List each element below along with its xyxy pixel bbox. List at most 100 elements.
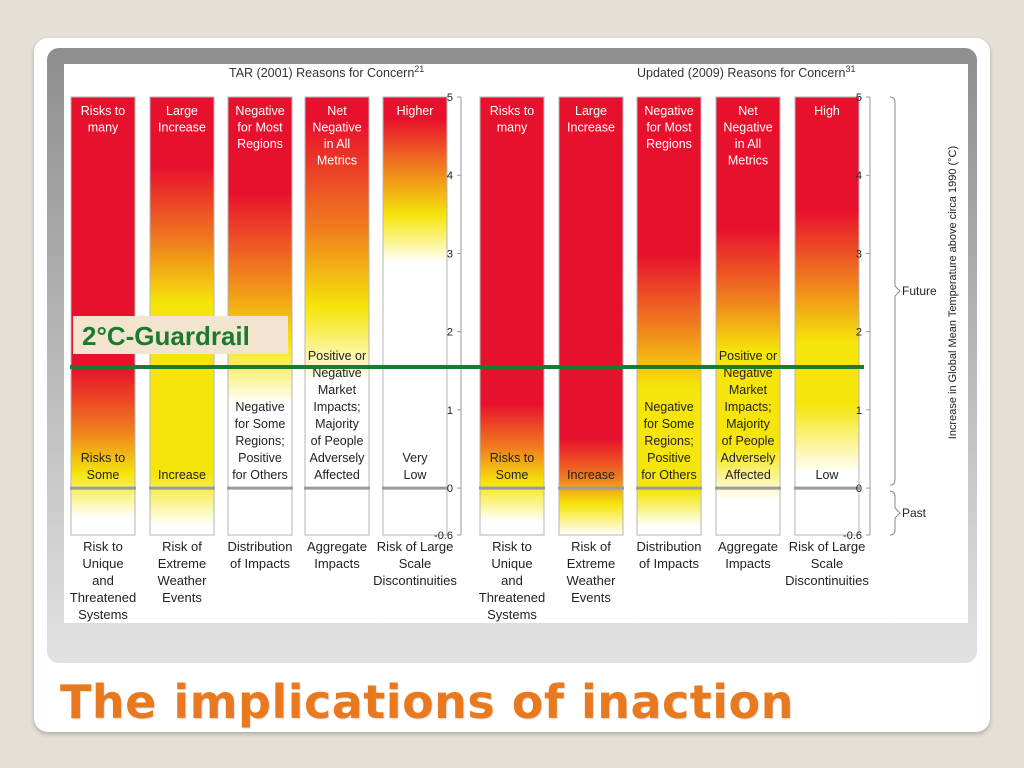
bar-caption-line: Unique (491, 556, 532, 571)
bar-top-label-line: for Most (237, 121, 283, 135)
bar-caption-line: Risk of Large (377, 539, 454, 554)
bar-bottom-label-line: Increase (158, 468, 206, 482)
bar-caption: Aggregate Impacts (307, 539, 367, 571)
future-brace (889, 96, 901, 486)
bar-bottom-label-line: Low (816, 468, 840, 482)
bar-bottom-label-line: Risks to (81, 451, 126, 465)
bar-bottom-label-line: Adversely (310, 451, 366, 465)
bar-bottom-label-line: for Some (644, 417, 695, 431)
axis-tick-label: 2 (856, 327, 862, 339)
panel-title-text: TAR (2001) Reasons for Concern (229, 66, 414, 80)
bar-top-label-line: Negative (235, 104, 284, 118)
bar-top-label: High (814, 104, 840, 118)
bar-bottom-label-line: Positive (647, 451, 691, 465)
bar-top-label-line: in All (735, 137, 761, 151)
axis-tick-label: -0.6 (434, 530, 453, 542)
bar-caption-line: and (92, 573, 114, 588)
bar-caption-line: Events (162, 590, 202, 605)
bar-top-label-line: Large (166, 104, 198, 118)
bar-top-label-line: for Most (646, 121, 692, 135)
bar-top-label-line: Large (575, 104, 607, 118)
temperature-axes: 5 4 3 2 1 0 -0.6 5 4 3 2 1 0 -0.6 Future Past Increase i… (434, 92, 959, 542)
bar-caption: Risk of Large Scale Discontinuities (785, 539, 869, 588)
bar-caption: Risk of Extreme Weather Events (158, 539, 208, 605)
bar-top-label: Negative for Most Regions (235, 104, 284, 151)
bar-top-label: Higher (397, 104, 434, 118)
bar-caption: Risk to Unique and Threatened Systems (479, 539, 546, 622)
axis-tick-label: 3 (856, 248, 862, 260)
bar-caption-line: Aggregate (718, 539, 778, 554)
bar-top-label-line: Higher (397, 104, 434, 118)
bar-caption-line: of Impacts (230, 556, 290, 571)
bar-caption-line: and (501, 573, 523, 588)
guardrail-layer: 2°C-Guardrail (70, 316, 864, 369)
bar-caption-line: Discontinuities (373, 573, 457, 588)
bar-top-label-line: many (497, 121, 528, 135)
bar-caption-line: Risk to (83, 539, 123, 554)
future-label: Future (902, 284, 937, 298)
bar-bottom-label-line: Affected (725, 468, 771, 482)
reasons-for-concern-figure: TAR (2001) Reasons for Concern21 Risks to… (64, 64, 968, 623)
ember-bar (794, 96, 860, 536)
bar-top-label-line: Negative (644, 104, 693, 118)
bar-top-label: Net Negative in All Metrics (723, 104, 772, 168)
bar-bottom-label-line: Majority (315, 417, 360, 431)
panel-title-sup: 21 (414, 64, 424, 74)
bar-top-label: Net Negative in All Metrics (312, 104, 361, 168)
ember-bar (636, 96, 702, 536)
bar-top-label-line: Negative (312, 121, 361, 135)
panel-title: TAR (2001) Reasons for Concern21 (229, 64, 424, 80)
slide-title: The implications of inaction (60, 675, 794, 729)
guardrail-label-background (73, 316, 288, 354)
bar-bottom-label-line: for Some (235, 417, 286, 431)
bar-bottom-label-line: for Others (232, 468, 288, 482)
bar-bottom-label: Low (816, 468, 840, 482)
axis-tick-label: 1 (447, 405, 453, 417)
bar-top-label: Risks to many (81, 104, 126, 135)
bar-top-label-line: Increase (567, 121, 615, 135)
axis-tick-label: -0.6 (843, 530, 862, 542)
bar-bottom-label-line: Some (87, 468, 120, 482)
bar-bottom-label-line: Positive or (719, 349, 777, 363)
bar-bottom-label: Increase (158, 468, 206, 482)
bar-bottom-label-line: Very (402, 451, 428, 465)
bar-caption-line: Unique (82, 556, 123, 571)
bar-caption-line: Threatened (479, 590, 546, 605)
bar-bottom-label-line: Market (729, 383, 768, 397)
bar-top-label-line: Regions (646, 137, 692, 151)
axis-tick-label: 5 (856, 92, 862, 104)
panel-title-sup: 31 (845, 64, 855, 74)
bar-caption: Aggregate Impacts (718, 539, 778, 571)
bar-caption-line: Distribution (636, 539, 701, 554)
bar-bottom-label-line: Market (318, 383, 357, 397)
axis-tick-label: 0 (856, 483, 862, 495)
bar-caption-line: Risk of (571, 539, 611, 554)
bar-top-label-line: Regions (237, 137, 283, 151)
bar-bottom-label-line: for Others (641, 468, 697, 482)
bar-caption-line: Impacts (725, 556, 771, 571)
axis-tick-label: 3 (447, 248, 453, 260)
bar-bottom-label-line: Positive (238, 451, 282, 465)
bar-bottom-label: Positive or Negative Market Impacts; Majorit… (308, 349, 366, 482)
bar-top-label: Risks to many (490, 104, 535, 135)
bar-bottom-label: Positive or Negative Market Impacts; Majorit… (719, 349, 777, 482)
bar-caption-line: Aggregate (307, 539, 367, 554)
bar-bottom-label: Increase (567, 468, 615, 482)
bar-caption-line: Risk to (492, 539, 532, 554)
bar-bottom-label-line: Low (404, 468, 428, 482)
bar-bottom-label: Negative for Some Regions; Positive for Othe… (232, 400, 288, 482)
bar-caption: Distribution of Impacts (227, 539, 292, 571)
bar-caption-line: Risk of Large (789, 539, 866, 554)
bar-caption-line: Scale (399, 556, 432, 571)
ember-bar (304, 96, 370, 536)
bar-caption: Distribution of Impacts (636, 539, 701, 571)
past-label: Past (902, 506, 927, 520)
axis-tick-label: 4 (447, 170, 453, 182)
bar-bottom-label-line: Affected (314, 468, 360, 482)
bar-caption: Risk of Large Scale Discontinuities (373, 539, 457, 588)
bar-top-label-line: many (88, 121, 119, 135)
bar-bottom-label-line: Impacts; (313, 400, 360, 414)
bar-bottom-label-line: Increase (567, 468, 615, 482)
